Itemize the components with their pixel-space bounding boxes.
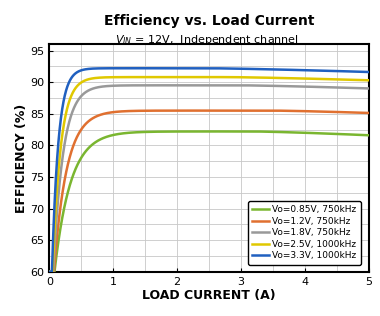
Vo=2.5V, 1000kHz <box>47 270 52 274</box>
Vo=2.5V, 1000kHz <box>366 78 371 82</box>
Vo=0.85V, 750kHz <box>194 130 198 133</box>
Vo=0.85V, 750kHz <box>63 199 68 203</box>
Vo=3.3V, 1000kHz <box>366 70 371 74</box>
Legend: Vo=0.85V, 750kHz, Vo=1.2V, 750kHz, Vo=1.8V, 750kHz, Vo=2.5V, 1000kHz, Vo=3.3V, 1: Vo=0.85V, 750kHz, Vo=1.2V, 750kHz, Vo=1.… <box>248 201 361 265</box>
Vo=1.8V, 750kHz <box>239 83 243 87</box>
Vo=3.3V, 1000kHz <box>203 66 207 70</box>
Vo=3.3V, 1000kHz <box>357 70 362 74</box>
Vo=0.85V, 750kHz <box>357 133 362 137</box>
Vo=1.8V, 750kHz <box>366 87 371 90</box>
Vo=1.2V, 750kHz <box>271 109 275 112</box>
Vo=1.2V, 750kHz <box>194 109 198 112</box>
Vo=1.8V, 750kHz <box>357 86 362 90</box>
Vo=1.8V, 750kHz <box>203 83 207 87</box>
Vo=1.2V, 750kHz <box>203 109 207 112</box>
Y-axis label: EFFICIENCY (%): EFFICIENCY (%) <box>15 103 28 213</box>
Vo=0.85V, 750kHz <box>299 131 303 135</box>
Vo=2.5V, 1000kHz <box>203 75 207 79</box>
Title: Efficiency vs. Load Current: Efficiency vs. Load Current <box>104 14 314 28</box>
Vo=2.5V, 1000kHz <box>194 75 198 79</box>
Line: Vo=0.85V, 750kHz: Vo=0.85V, 750kHz <box>49 131 369 272</box>
Line: Vo=1.8V, 750kHz: Vo=1.8V, 750kHz <box>49 85 369 272</box>
Text: $V_{IN}$ = 12V,  Independent channel: $V_{IN}$ = 12V, Independent channel <box>115 33 299 47</box>
Vo=0.85V, 750kHz <box>366 133 371 137</box>
Vo=3.3V, 1000kHz <box>47 270 52 274</box>
Vo=1.2V, 750kHz <box>366 111 371 115</box>
Vo=3.3V, 1000kHz <box>207 66 211 70</box>
Vo=0.85V, 750kHz <box>357 133 362 137</box>
Vo=1.2V, 750kHz <box>299 109 303 113</box>
Line: Vo=2.5V, 1000kHz: Vo=2.5V, 1000kHz <box>49 77 369 272</box>
Line: Vo=3.3V, 1000kHz: Vo=3.3V, 1000kHz <box>49 68 369 272</box>
Vo=2.5V, 1000kHz <box>357 78 362 82</box>
X-axis label: LOAD CURRENT (A): LOAD CURRENT (A) <box>142 289 276 302</box>
Vo=0.85V, 750kHz <box>203 130 207 133</box>
Vo=1.8V, 750kHz <box>63 136 68 139</box>
Vo=1.8V, 750kHz <box>357 86 362 90</box>
Vo=1.2V, 750kHz <box>47 270 52 274</box>
Vo=1.2V, 750kHz <box>357 111 362 115</box>
Vo=3.3V, 1000kHz <box>194 66 198 70</box>
Vo=0.85V, 750kHz <box>252 130 256 133</box>
Vo=3.3V, 1000kHz <box>63 90 68 94</box>
Vo=2.5V, 1000kHz <box>357 78 362 82</box>
Vo=2.5V, 1000kHz <box>63 112 68 116</box>
Vo=1.8V, 750kHz <box>47 270 52 274</box>
Vo=1.2V, 750kHz <box>63 172 68 176</box>
Vo=0.85V, 750kHz <box>47 270 52 274</box>
Vo=2.5V, 1000kHz <box>226 75 230 79</box>
Vo=1.2V, 750kHz <box>357 111 362 115</box>
Line: Vo=1.2V, 750kHz: Vo=1.2V, 750kHz <box>49 111 369 272</box>
Vo=1.8V, 750kHz <box>194 83 198 87</box>
Vo=2.5V, 1000kHz <box>299 76 303 80</box>
Vo=3.3V, 1000kHz <box>357 70 362 74</box>
Vo=1.8V, 750kHz <box>299 85 303 88</box>
Vo=3.3V, 1000kHz <box>299 68 303 72</box>
